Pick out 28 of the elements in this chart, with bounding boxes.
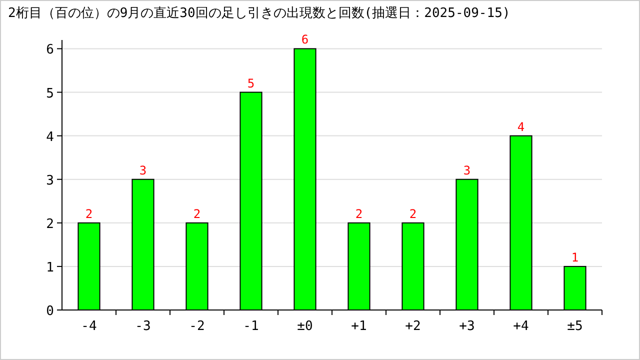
data-label: 6 — [301, 32, 309, 47]
data-label: 2 — [409, 206, 417, 221]
x-tick-label: +1 — [351, 319, 367, 334]
data-label: 4 — [517, 120, 525, 134]
x-tick-label: -2 — [189, 319, 205, 334]
data-label: 3 — [463, 163, 471, 178]
x-tick-label: +4 — [513, 319, 529, 334]
y-tick-label: 5 — [46, 86, 54, 102]
x-tick-label: ±5 — [567, 319, 583, 334]
y-tick-label: 2 — [46, 216, 54, 232]
y-tick-label: 4 — [46, 130, 54, 145]
x-tick-label: -4 — [81, 319, 97, 334]
data-label: 5 — [247, 76, 255, 90]
y-tick-label: 3 — [46, 173, 54, 188]
x-tick-label: -3 — [135, 319, 151, 334]
data-label: 1 — [571, 250, 579, 264]
y-tick-label: 1 — [46, 260, 54, 276]
y-tick-label: 6 — [46, 42, 54, 58]
x-tick-label: ±0 — [297, 319, 313, 334]
y-tick-label: 0 — [46, 304, 54, 319]
x-tick-label: +2 — [405, 319, 421, 334]
chart-title: 2桁目（百の位）の9月の直近30回の足し引きの出現数と回数(抽選日：2025-09-15) — [8, 6, 510, 21]
data-label: 2 — [85, 206, 93, 221]
x-tick-label: +3 — [459, 319, 475, 334]
x-tick-label: -1 — [243, 319, 259, 334]
data-label: 2 — [355, 206, 363, 221]
data-label: 3 — [139, 163, 147, 178]
data-label: 2 — [193, 206, 201, 221]
